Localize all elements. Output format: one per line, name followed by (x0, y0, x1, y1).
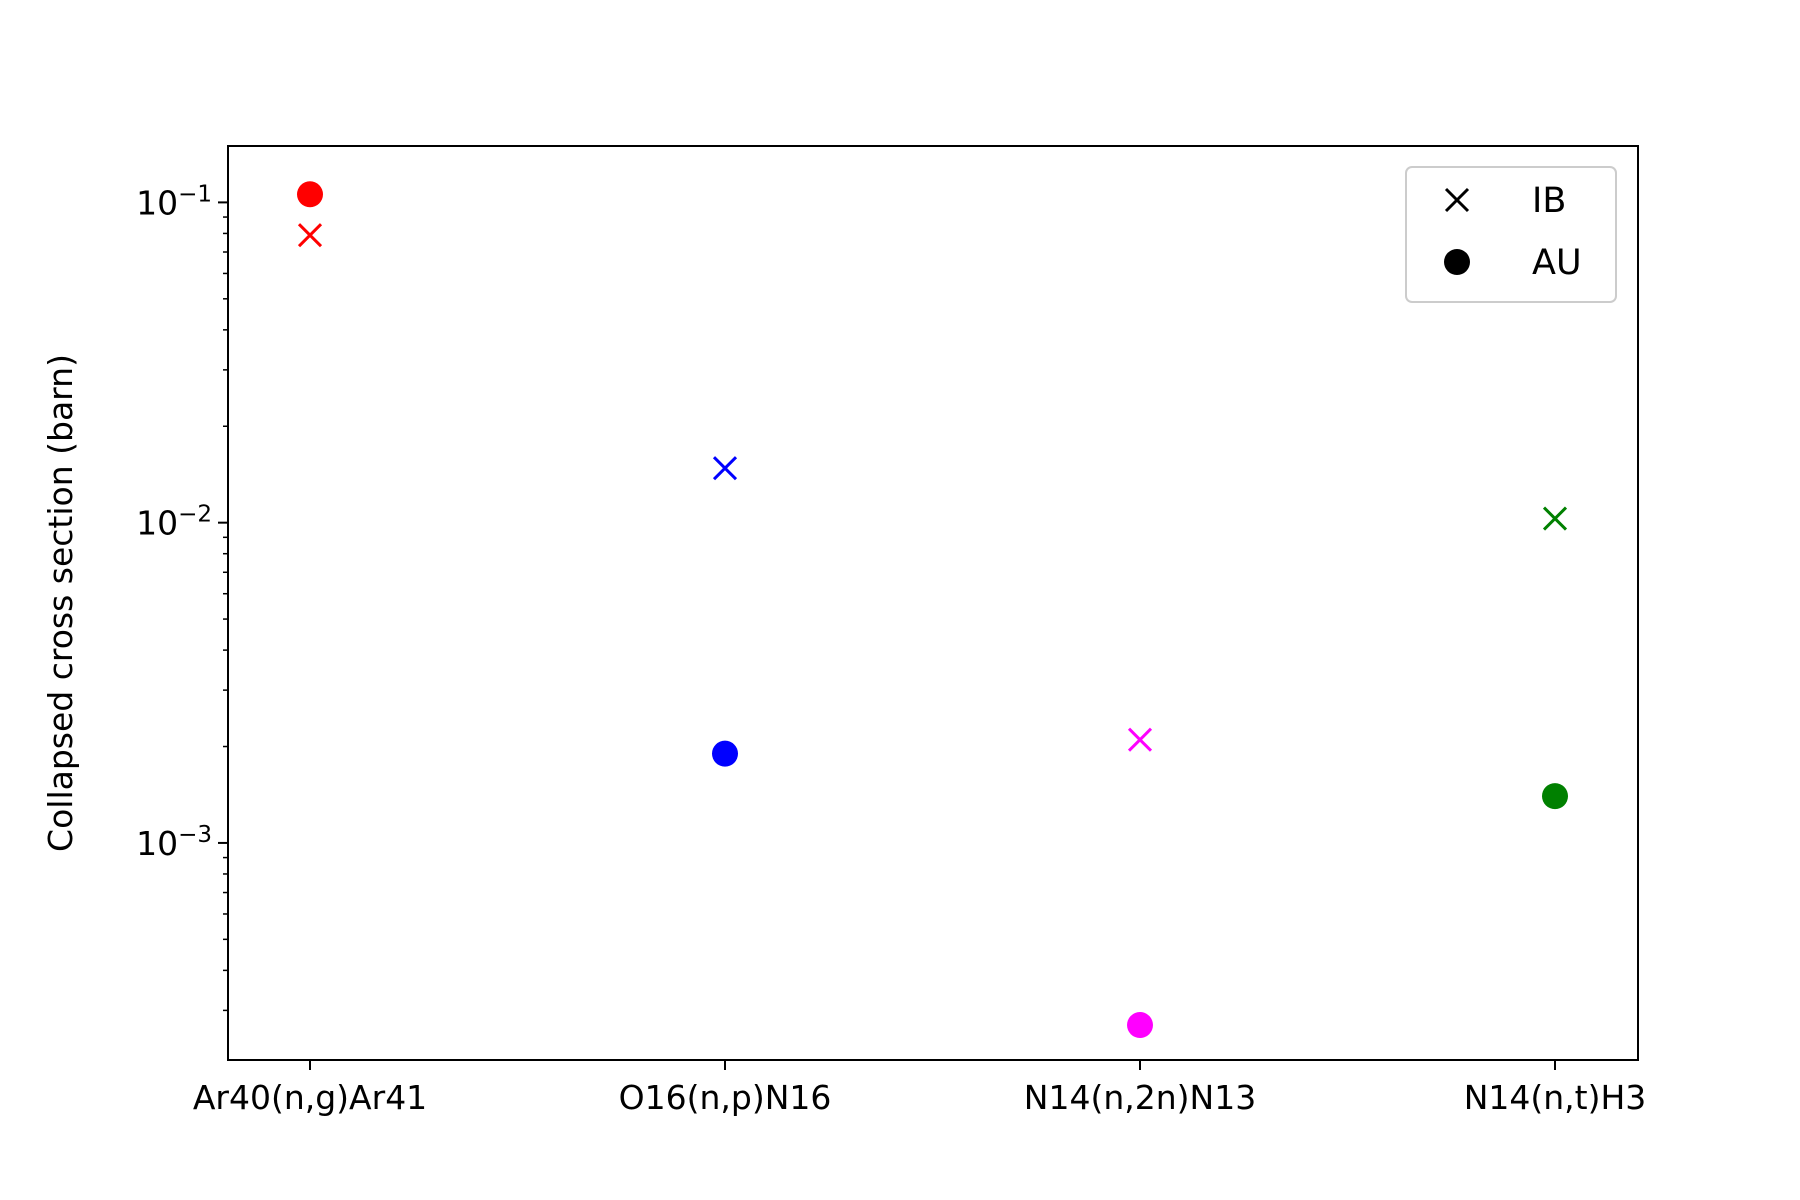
point-au (1542, 783, 1568, 810)
y-minor-ticks (223, 216, 228, 1012)
y-tick-base: 10 (136, 504, 178, 543)
point-au (1127, 1012, 1153, 1039)
x-tick-label: O16(n,p)N16 (619, 1078, 832, 1117)
y-tick-label: 10−2 (136, 502, 212, 543)
y-axis-label: Collapsed cross section (barn) (41, 354, 80, 852)
point-ib (1542, 506, 1568, 531)
y-tick-label: 10−3 (136, 822, 212, 863)
x-tick-label: N14(n,t)H3 (1464, 1078, 1647, 1117)
point-au (712, 740, 738, 767)
legend-label-ib: IB (1532, 181, 1566, 221)
point-ib (297, 223, 323, 248)
y-tick-exponent: −1 (178, 181, 212, 207)
x-ticks: Ar40(n,g)Ar41 O16(n,p)N16 N14(n,2n)N13 N14(… (193, 1060, 1646, 1117)
y-tick-base: 10 (136, 824, 178, 863)
plot-area (227, 145, 1639, 1061)
x-tick-label: N14(n,2n)N13 (1024, 1078, 1256, 1117)
legend-marker-au (1444, 249, 1470, 275)
y-major-ticks: 10−110−210−3 (136, 181, 228, 863)
y-tick-base: 10 (136, 183, 178, 222)
point-au (297, 181, 323, 208)
axes-frame (227, 145, 1639, 1061)
x-tick-label: Ar40(n,g)Ar41 (193, 1078, 427, 1117)
legend-frame (1405, 166, 1617, 303)
y-tick-label: 10−1 (136, 181, 212, 222)
legend: IB AU (1405, 166, 1617, 303)
y-tick-exponent: −3 (178, 822, 212, 848)
legend-label-au: AU (1532, 243, 1582, 283)
data-points (297, 181, 1568, 1039)
y-tick-exponent: −2 (178, 502, 212, 528)
legend-marker-ib (1444, 187, 1470, 213)
point-ib (1127, 727, 1153, 752)
point-ib (712, 456, 738, 481)
